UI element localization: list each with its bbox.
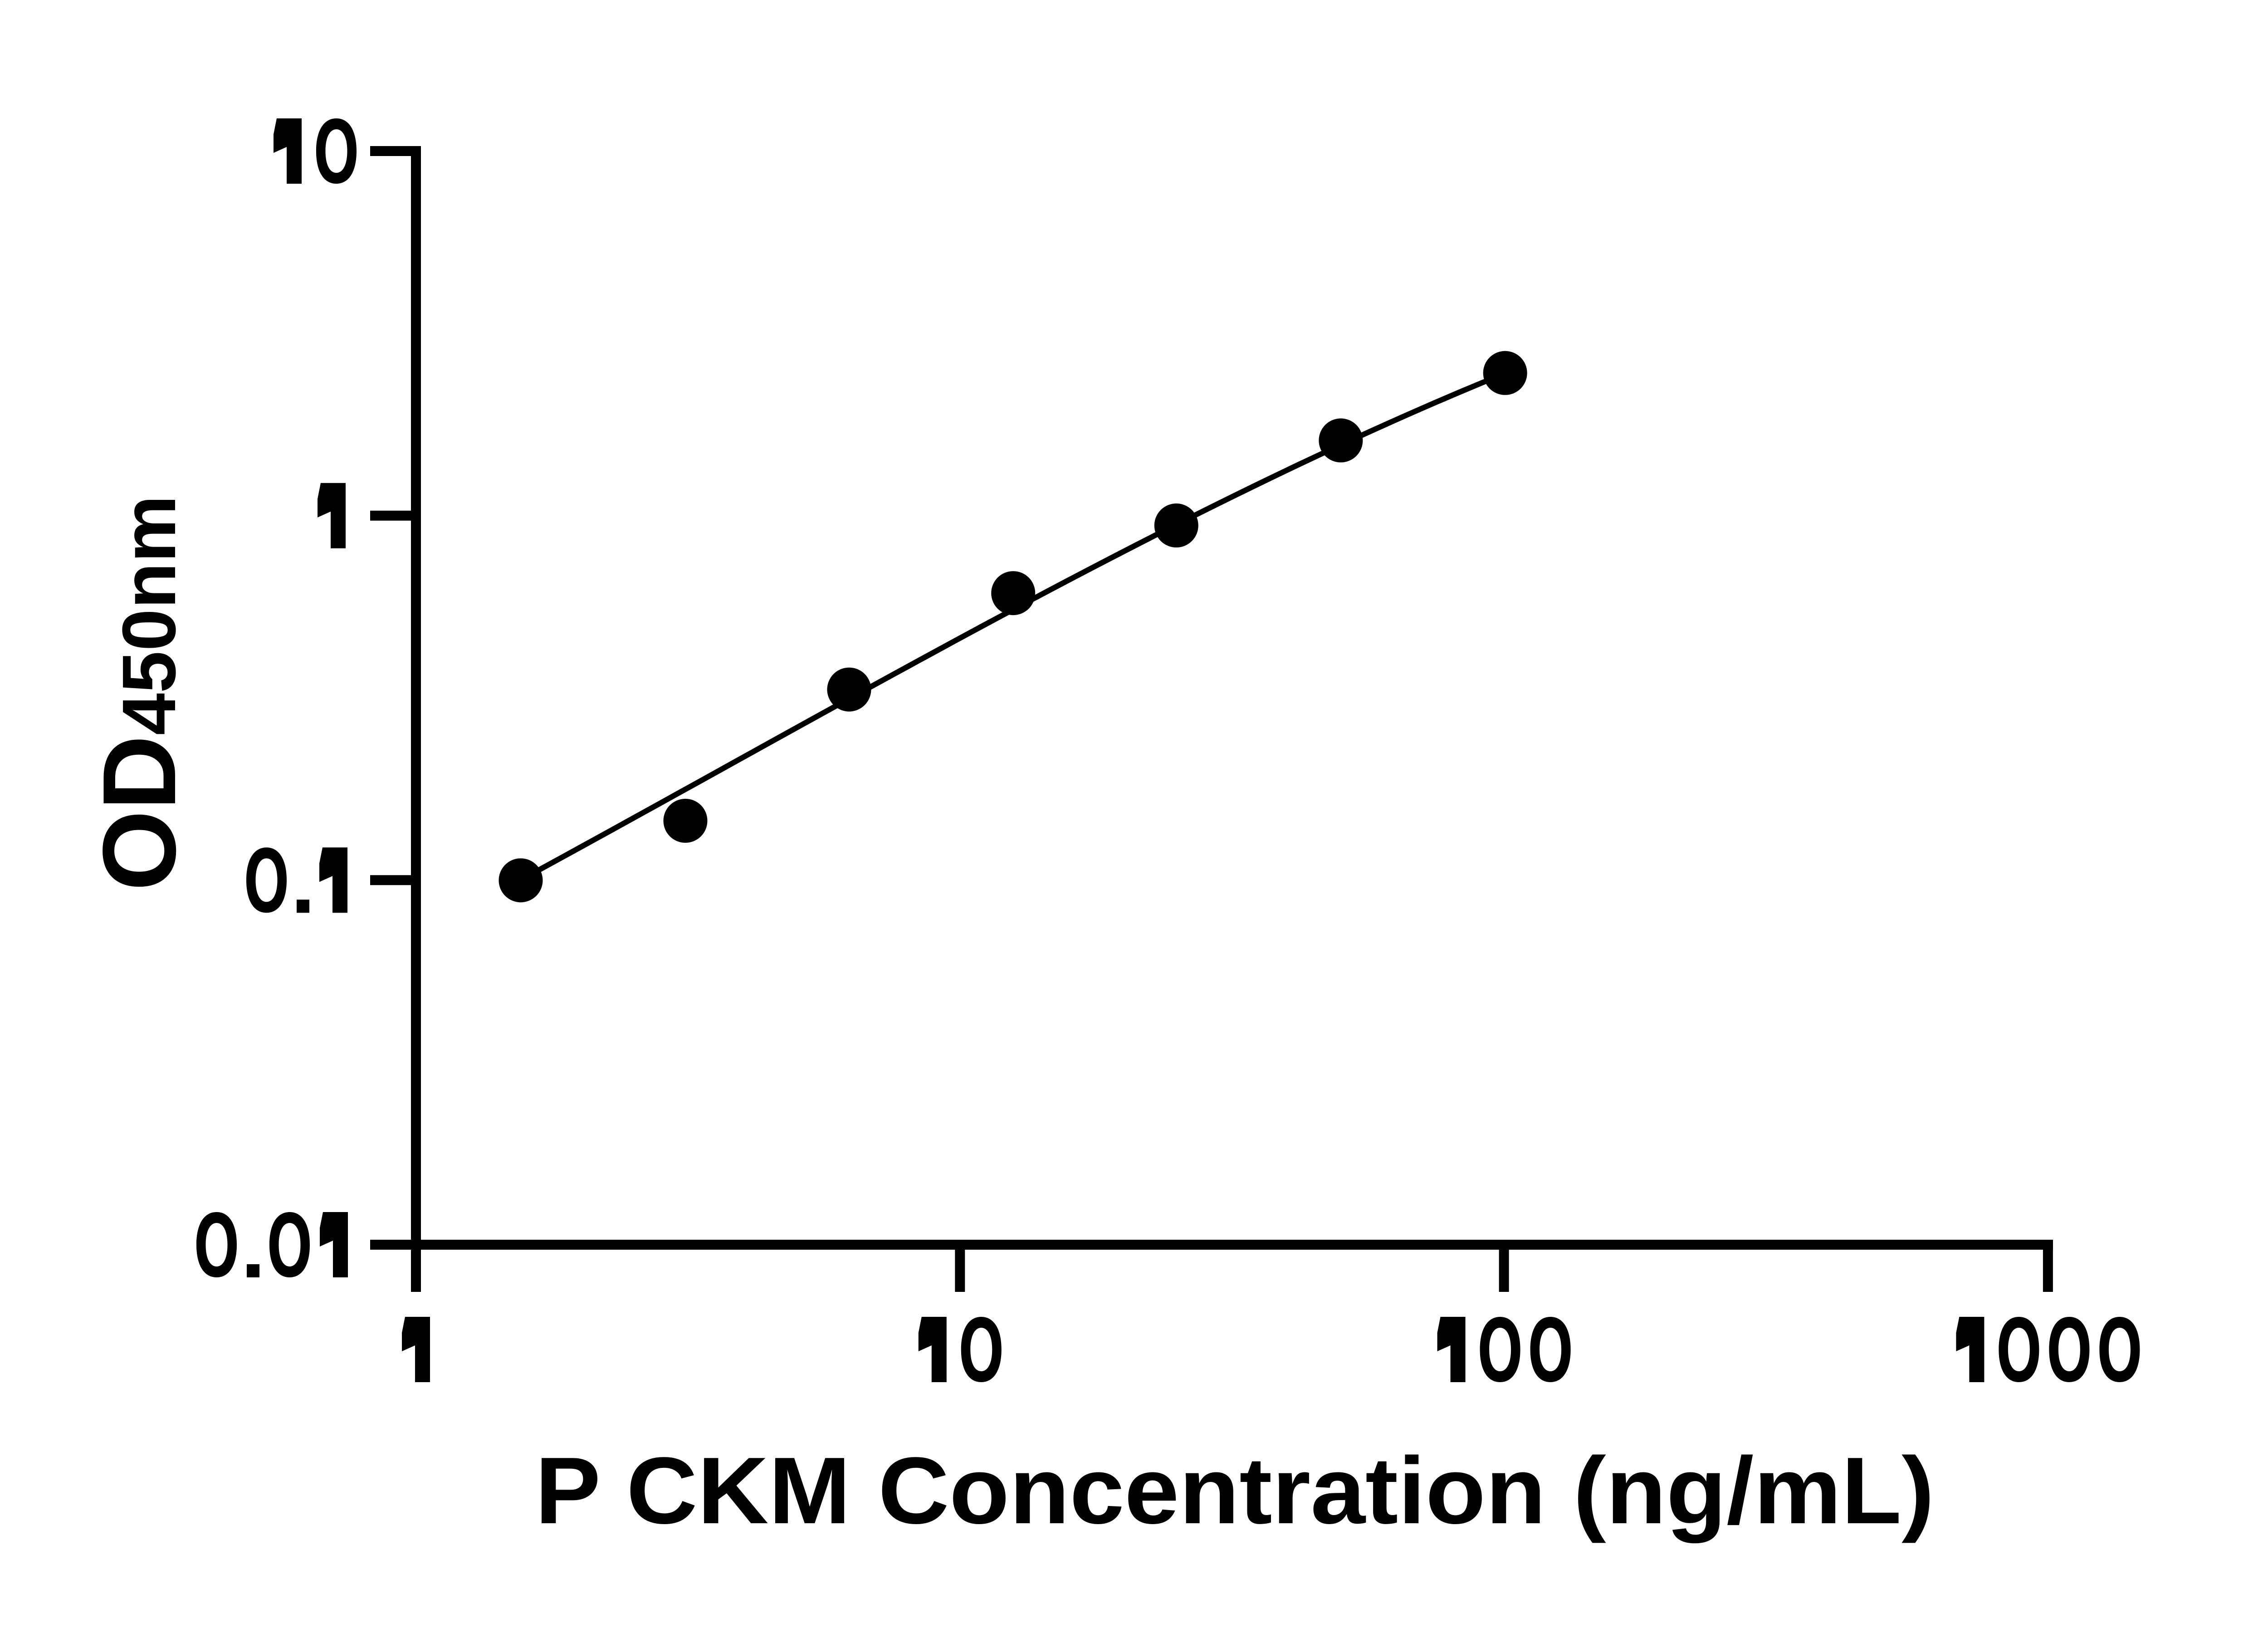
svg-text:P CKM Concentration (ng/mL): P CKM Concentration (ng/mL) [535, 1438, 1935, 1544]
svg-text:OD450nm: OD450nm [81, 495, 197, 891]
